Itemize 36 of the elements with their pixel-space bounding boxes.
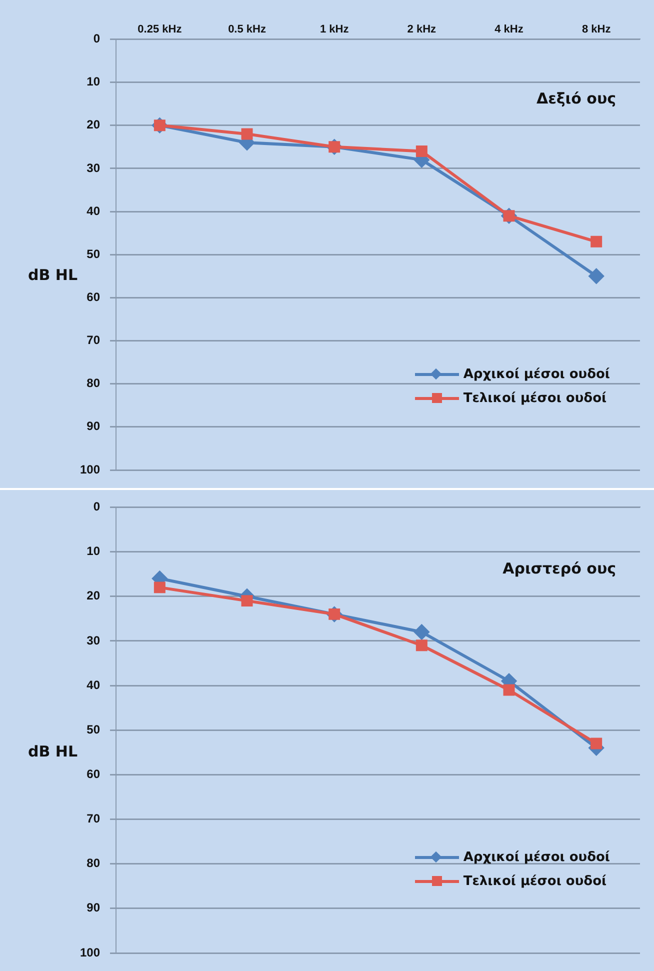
y-axis-title: dB HL	[28, 266, 78, 284]
y-tick-label: 90	[86, 419, 100, 434]
y-tick-label: 30	[86, 160, 100, 175]
y-tick-label: 10	[86, 74, 100, 89]
y-tick-label: 100	[80, 945, 100, 960]
x-tick-label: 1 kHz	[320, 24, 350, 36]
x-tick-label: 0.25 kHz	[138, 24, 182, 36]
y-tick-label: 0	[93, 32, 100, 46]
y-tick-label: 50	[86, 246, 100, 261]
y-tick-label: 50	[86, 722, 100, 736]
y-tick-label: 70	[86, 812, 100, 826]
y-tick-label: 60	[86, 290, 100, 304]
y-tick-label: 80	[86, 856, 100, 870]
y-tick-label: 20	[86, 118, 100, 132]
legend-label: Τελικοί μέσοι ουδοί	[463, 874, 607, 888]
y-tick-label: 100	[80, 462, 100, 476]
y-tick-label: 30	[86, 633, 100, 648]
annotation: Δεξιό ους	[536, 89, 616, 108]
y-tick-label: 60	[86, 766, 100, 781]
y-tick-label: 70	[86, 333, 100, 348]
x-tick-label: 2 kHz	[407, 24, 437, 36]
y-tick-label: 20	[86, 588, 100, 603]
y-tick-label: 10	[86, 544, 100, 558]
x-tick-label: 4 kHz	[494, 24, 524, 36]
y-tick-label: 40	[86, 204, 100, 218]
y-tick-label: 80	[86, 376, 100, 390]
y-tick-label: 40	[86, 678, 100, 692]
y-axis-title: dB HL	[28, 742, 78, 760]
legend-label: Αρχικοί μέσοι ουδοί	[463, 850, 610, 864]
y-tick-label: 0	[93, 500, 100, 514]
legend-label: Αρχικοί μέσοι ουδοί	[463, 366, 610, 382]
legend-label: Τελικοί μέσοι ουδοί	[463, 390, 607, 406]
x-tick-label: 0.5 kHz	[228, 24, 266, 36]
x-tick-label: 8 kHz	[582, 24, 612, 36]
annotation: Αριστερό ους	[502, 560, 616, 578]
y-tick-label: 90	[86, 900, 100, 915]
